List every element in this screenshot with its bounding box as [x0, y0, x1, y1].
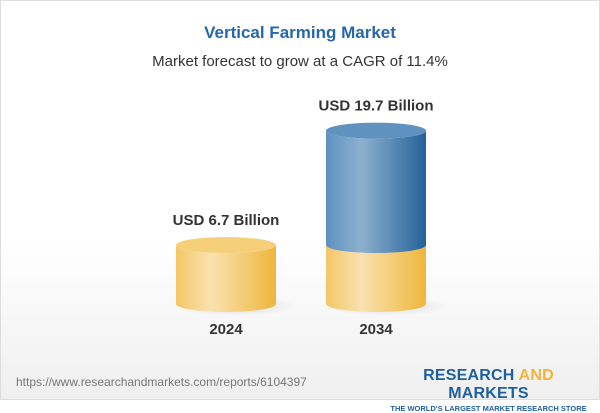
cylinder-growth-2034 [326, 130, 426, 254]
cylinder-base-2034 [326, 245, 426, 312]
cylinder-base-2024 [176, 245, 276, 312]
chart-subtitle: Market forecast to grow at a CAGR of 11.… [152, 53, 448, 70]
chart-title: Vertical Farming Market [204, 23, 396, 42]
category-label-2024: 2024 [209, 321, 243, 338]
research-and-markets-logo: RESEARCH AND MARKETS THE WORLD'S LARGEST… [390, 367, 587, 413]
value-label-2034: USD 19.7 Billion [318, 98, 433, 115]
cylinder-top-2034 [326, 122, 426, 139]
cylinder-top-2024 [176, 237, 276, 254]
source-url[interactable]: https://www.researchandmarkets.com/repor… [16, 375, 307, 389]
category-label-2034: 2034 [359, 321, 393, 338]
cylinder-chart: USD 6.7 Billion USD 19.7 Billion 2024 20… [173, 98, 448, 338]
value-label-2024: USD 6.7 Billion [173, 212, 280, 229]
